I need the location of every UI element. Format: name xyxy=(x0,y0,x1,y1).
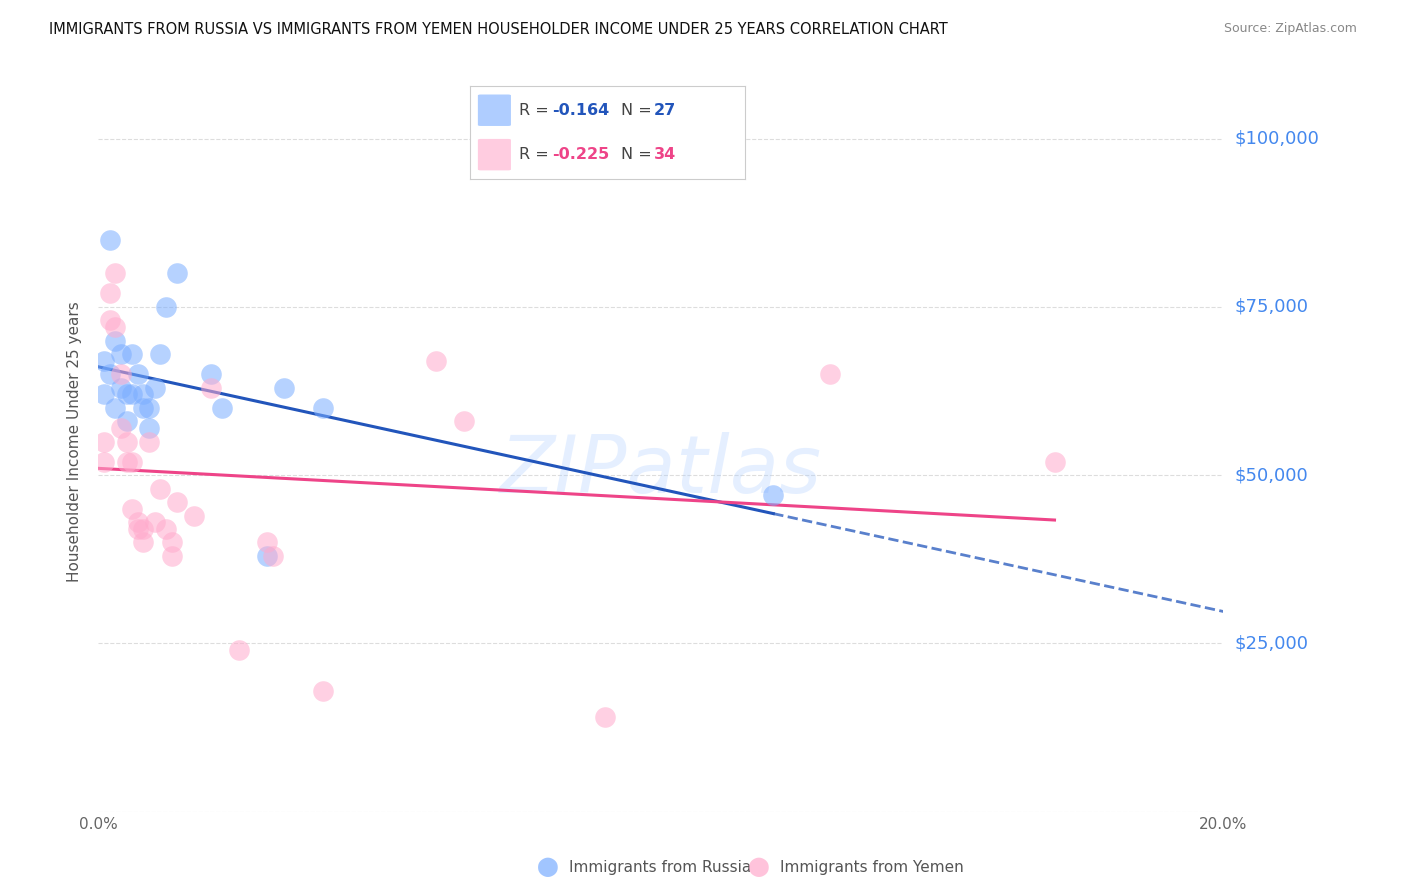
Point xyxy=(132,387,155,401)
Point xyxy=(200,381,222,395)
Point xyxy=(149,347,172,361)
Text: ⬤: ⬤ xyxy=(537,857,560,877)
Point xyxy=(104,320,127,334)
Point xyxy=(818,368,841,382)
Point xyxy=(262,549,284,563)
Point xyxy=(115,414,138,428)
Point xyxy=(143,381,166,395)
Point xyxy=(104,334,127,348)
Point xyxy=(312,683,335,698)
Text: $100,000: $100,000 xyxy=(1234,129,1319,148)
Point xyxy=(143,516,166,530)
Point xyxy=(312,401,335,415)
Point xyxy=(104,401,127,415)
Text: ZIPatlas: ZIPatlas xyxy=(499,432,823,510)
Point xyxy=(110,368,132,382)
Point xyxy=(132,401,155,415)
Y-axis label: Householder Income Under 25 years: Householder Income Under 25 years xyxy=(67,301,83,582)
Point xyxy=(166,495,188,509)
Point xyxy=(1043,455,1066,469)
Text: Source: ZipAtlas.com: Source: ZipAtlas.com xyxy=(1223,22,1357,36)
Point xyxy=(121,347,143,361)
Text: $75,000: $75,000 xyxy=(1234,298,1309,316)
Text: $50,000: $50,000 xyxy=(1234,467,1308,484)
Point xyxy=(183,508,205,523)
Point xyxy=(762,488,785,502)
Text: Immigrants from Russia: Immigrants from Russia xyxy=(569,860,752,874)
Point xyxy=(115,434,138,449)
Point xyxy=(104,266,127,280)
Point xyxy=(256,535,278,549)
Point xyxy=(98,368,121,382)
Point xyxy=(425,353,447,368)
Point xyxy=(138,421,160,435)
Point xyxy=(138,401,160,415)
Point xyxy=(93,387,115,401)
Point xyxy=(256,549,278,563)
Text: Immigrants from Yemen: Immigrants from Yemen xyxy=(780,860,965,874)
Point xyxy=(155,300,177,314)
Point xyxy=(110,381,132,395)
Point xyxy=(110,347,132,361)
Point xyxy=(211,401,233,415)
Point xyxy=(98,313,121,327)
Point xyxy=(160,535,183,549)
Point xyxy=(273,381,295,395)
Point xyxy=(132,522,155,536)
Point xyxy=(121,455,143,469)
Point xyxy=(110,421,132,435)
Point xyxy=(453,414,475,428)
Point xyxy=(593,710,616,724)
Point xyxy=(138,434,160,449)
Point xyxy=(127,522,149,536)
Text: ⬤: ⬤ xyxy=(748,857,770,877)
Point xyxy=(115,455,138,469)
Point xyxy=(127,368,149,382)
Text: IMMIGRANTS FROM RUSSIA VS IMMIGRANTS FROM YEMEN HOUSEHOLDER INCOME UNDER 25 YEAR: IMMIGRANTS FROM RUSSIA VS IMMIGRANTS FRO… xyxy=(49,22,948,37)
Point xyxy=(127,516,149,530)
Point xyxy=(200,368,222,382)
Text: $25,000: $25,000 xyxy=(1234,634,1309,652)
Point xyxy=(98,286,121,301)
Point xyxy=(121,501,143,516)
Point xyxy=(155,522,177,536)
Point xyxy=(115,387,138,401)
Point xyxy=(228,643,250,657)
Point xyxy=(98,233,121,247)
Point xyxy=(132,535,155,549)
Point xyxy=(121,387,143,401)
Point xyxy=(149,482,172,496)
Point xyxy=(160,549,183,563)
Point xyxy=(93,434,115,449)
Point xyxy=(166,266,188,280)
Point xyxy=(93,353,115,368)
Point xyxy=(93,455,115,469)
